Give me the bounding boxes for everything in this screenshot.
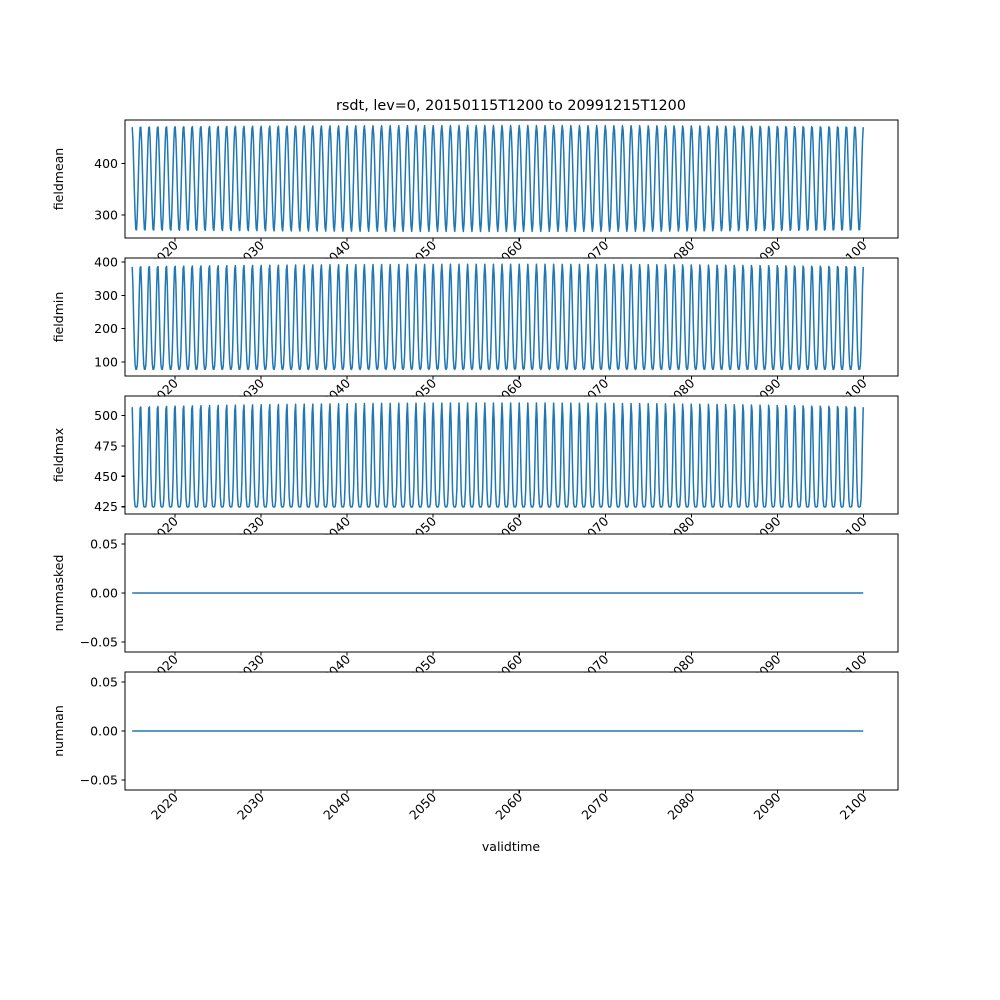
y-tick-label: 200: [94, 321, 118, 336]
y-tick-label: 425: [94, 499, 118, 514]
y-tick-label: 0.05: [90, 536, 118, 551]
axes-frame-fieldmin: [124, 257, 899, 377]
axes-frame-fieldmean: [124, 119, 899, 239]
y-tick-label: 500: [94, 408, 118, 423]
y-tick-label: −0.05: [80, 773, 118, 788]
y-tick-label: 0.00: [90, 724, 118, 739]
y-axis-label-fieldmin: fieldmin: [51, 292, 66, 343]
figure-title: rsdt, lev=0, 20150115T1200 to 20991215T1…: [336, 98, 686, 114]
y-axis-label-numnan: numnan: [51, 705, 66, 757]
series-line-fieldmin: [131, 263, 864, 371]
y-tick-label: 400: [94, 255, 118, 270]
y-axis-label-fieldmean: fieldmean: [51, 148, 66, 210]
y-tick-label: 300: [94, 207, 118, 222]
series-line-fieldmean: [131, 124, 864, 233]
y-tick-label: 450: [94, 469, 118, 484]
x-axis-label: validtime: [482, 839, 540, 854]
axes-frame-fieldmax: [124, 395, 899, 515]
y-axis-label-nummasked: nummasked: [51, 555, 66, 632]
y-axis-label-fieldmax: fieldmax: [51, 428, 66, 482]
y-tick-label: 100: [94, 355, 118, 370]
y-tick-label: −0.05: [80, 635, 118, 650]
y-tick-label: 0.05: [90, 674, 118, 689]
series-line-fieldmax: [131, 402, 864, 508]
y-tick-label: 475: [94, 438, 118, 453]
y-tick-label: 0.00: [90, 586, 118, 601]
y-tick-label: 300: [94, 288, 118, 303]
y-tick-label: 400: [94, 156, 118, 171]
